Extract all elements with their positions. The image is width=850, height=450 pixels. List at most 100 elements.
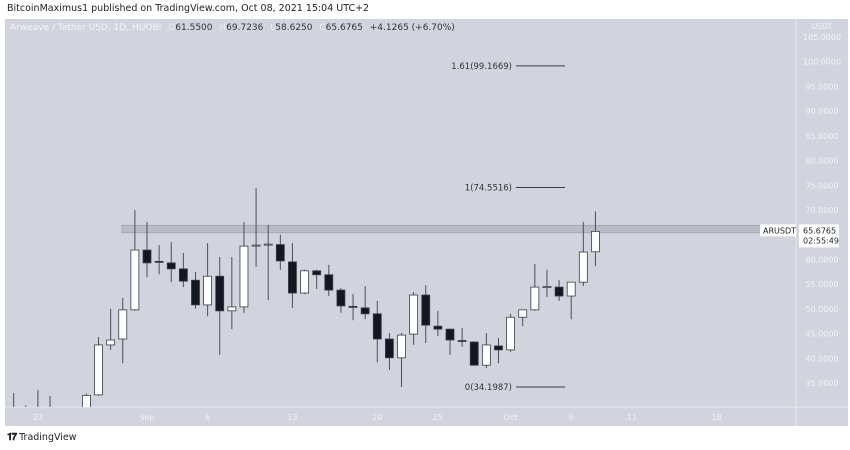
price-tick-label: 35.0000 (805, 379, 838, 388)
candle (409, 292, 419, 345)
candle (46, 395, 54, 412)
candle (191, 271, 200, 309)
candle-body-down (360, 307, 370, 315)
brand-name: TradingView (19, 432, 77, 443)
candle (469, 341, 479, 366)
price-tick-label: 60.0000 (805, 255, 838, 264)
time-tick-label: 6 (569, 413, 574, 422)
candle (421, 285, 431, 343)
candle-body-down (142, 249, 152, 264)
time-tick-label: 18 (712, 413, 722, 422)
fib-level-label: 1.61(99.1669) (451, 62, 512, 72)
symbol-name: Arweave / Tether USD, 1D, HUOBI (10, 23, 162, 33)
candle (457, 328, 467, 347)
candle-body-down (275, 244, 285, 262)
candle-body-down (469, 341, 479, 366)
price-tick-label: 75.0000 (805, 181, 838, 190)
time-tick-label: 23 (33, 413, 43, 422)
candle (360, 286, 370, 320)
time-tick-label: Oct (504, 413, 518, 422)
candle (215, 256, 225, 355)
price-tick-label: 100.0000 (803, 58, 841, 67)
tradingview-logo-icon: 𝟏𝟕 (7, 432, 17, 443)
candle (239, 221, 249, 313)
price-tick-label: 45.0000 (805, 330, 838, 339)
candle (530, 263, 540, 311)
candle (275, 234, 285, 270)
candle (118, 297, 128, 364)
high-label: H (219, 23, 227, 33)
candle (542, 269, 552, 298)
candle (106, 308, 116, 350)
candle (227, 256, 237, 330)
candle-body-down (215, 275, 225, 312)
time-tick-label: 13 (287, 413, 297, 422)
candle-body-up (203, 275, 213, 306)
candle-body-up (130, 249, 140, 311)
candle-body-down (445, 328, 455, 341)
candle-body-up (227, 306, 237, 312)
candle-body-up (300, 270, 309, 294)
candle-body-up (506, 316, 516, 351)
fib-level-label: 0(34.1987) (465, 383, 512, 393)
price-tick-label: 95.0000 (805, 82, 838, 91)
candle-body-up (578, 251, 588, 283)
candle-body-down (348, 305, 358, 308)
candle (25, 405, 27, 407)
time-tick-label: 25 (433, 413, 443, 422)
candle-body-down (457, 340, 467, 342)
candle-body-down (372, 313, 382, 340)
open-value: 61.5500 (175, 23, 213, 33)
candle-body-down (46, 410, 54, 412)
candle (37, 389, 39, 407)
price-tick-label: 105.0000 (803, 33, 841, 42)
low-label: L (270, 23, 276, 33)
candle-body-up (409, 294, 419, 335)
candle (324, 264, 334, 297)
ticker-label-box (760, 224, 796, 237)
candle (433, 310, 443, 337)
candle (518, 309, 528, 327)
candle-body-down (384, 338, 394, 359)
candle-body-up (530, 286, 540, 311)
candle (154, 245, 164, 275)
price-tick-label: 55.0000 (805, 280, 838, 289)
candle-body-down (554, 286, 564, 297)
candle (263, 224, 273, 300)
candle (336, 288, 346, 313)
low-value: 58.6250 (275, 23, 313, 33)
candle-body-up (106, 339, 116, 346)
candle (82, 393, 91, 407)
candle-body-down (191, 279, 200, 306)
tradingview-brand[interactable]: 𝟏𝟕 TradingView (7, 432, 77, 443)
symbol-legend: Arweave / Tether USD, 1D, HUOBI O61.5500… (10, 23, 455, 33)
candle-body-up (118, 309, 128, 340)
bar-countdown-label: 02:55:49 (803, 236, 839, 245)
candle-body-up (481, 344, 491, 366)
candle (288, 243, 297, 308)
candle-body-down (154, 261, 164, 263)
time-tick-label: 11 (627, 413, 637, 422)
price-axis-unit: USDT (812, 22, 833, 31)
chart-panel[interactable] (5, 19, 848, 426)
candle (372, 300, 382, 363)
candle (142, 221, 152, 278)
candle (10, 392, 18, 412)
candle (384, 333, 394, 371)
price-tick-label: 40.0000 (805, 354, 838, 363)
candle (578, 221, 588, 287)
price-tick-label: 85.0000 (805, 132, 838, 141)
candle-body-down (336, 289, 346, 307)
candle (494, 338, 503, 364)
candle-body-up (82, 394, 91, 407)
time-tick-label: 20 (372, 413, 382, 422)
ticker-label: ARUSDT (763, 226, 796, 235)
candle-body-up (542, 286, 552, 289)
price-tick-label: 90.0000 (805, 107, 838, 116)
price-tick-label: 80.0000 (805, 157, 838, 166)
candle (178, 253, 188, 288)
candle (397, 333, 406, 387)
candle-body-up (10, 410, 18, 412)
candle-body-up (591, 230, 600, 253)
